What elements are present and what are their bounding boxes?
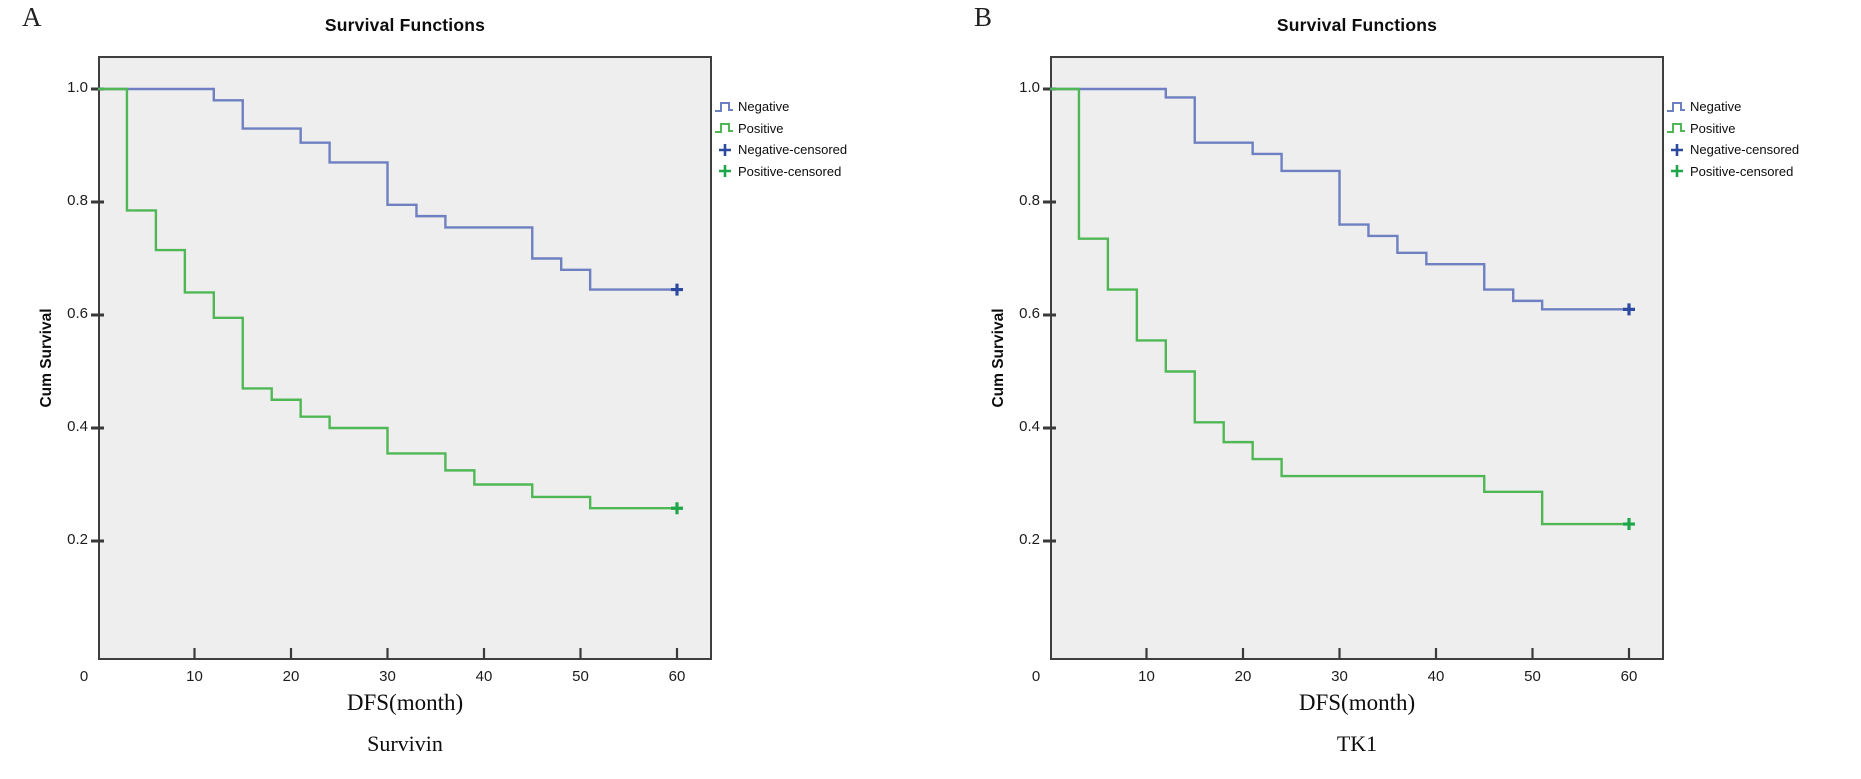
panel-label-a: A: [22, 2, 42, 32]
x-tick-label: 60: [668, 668, 686, 685]
step-line-icon: [715, 123, 733, 134]
x-tick-label: 30: [1331, 668, 1348, 685]
x-axis-title: DFS(month): [346, 690, 464, 715]
panel-tk1: B Survival Functions Cum Survival 0 10 20 3…: [952, 0, 1861, 779]
legend-item-positive: Positive: [715, 118, 847, 140]
panel-survivin: A Survival Functions Cum Survival 0 10 20 3…: [0, 0, 909, 779]
x-tick-label: 20: [282, 668, 300, 685]
y-tick-label: 1.0: [1019, 79, 1040, 96]
x-tick-label: 50: [572, 668, 589, 685]
plot-area: [1043, 56, 1664, 660]
x-tick-label: 0: [1031, 668, 1041, 685]
legend: Negative Positive Negative-censored Positiv…: [715, 96, 847, 182]
y-tick-label: 0.4: [67, 418, 88, 435]
y-axis-title: Cum Survival: [38, 308, 55, 408]
legend-label: Negative-censored: [1690, 142, 1800, 158]
step-line-icon: [715, 101, 733, 112]
x-axis-title: DFS(month): [1298, 690, 1416, 715]
panel-label-b: B: [974, 2, 993, 32]
censored-plus-icon: [719, 165, 731, 178]
censored-plus-icon: [719, 143, 731, 156]
legend-item-positive: Positive: [1667, 118, 1799, 140]
legend: Negative Positive Negative-censored Positiv…: [1667, 96, 1799, 182]
y-tick-label: 0.8: [67, 192, 88, 209]
legend-label: Negative: [738, 99, 790, 115]
x-tick-label: 10: [186, 668, 203, 685]
y-tick-label: 0.8: [1019, 192, 1040, 209]
censored-plus-icon: [1671, 165, 1683, 178]
positive-censored-mark: [671, 502, 683, 515]
step-line-icon: [1667, 123, 1685, 134]
censored-plus-icon: [1671, 143, 1683, 156]
y-tick-label: 1.0: [67, 79, 88, 96]
legend-label: Negative: [1690, 99, 1742, 115]
positive-survival-curve: [1050, 87, 1635, 526]
x-tick-label: 0: [79, 668, 89, 685]
positive-survival-curve: [98, 87, 683, 510]
y-tick-label: 0.2: [1019, 531, 1040, 548]
y-axis-title: Cum Survival: [990, 308, 1007, 408]
legend-item-negative-censored: Negative-censored: [1667, 139, 1799, 161]
x-tick-label: 40: [1427, 668, 1445, 685]
x-tick-label: 40: [475, 668, 493, 685]
x-tick-label: 50: [1524, 668, 1541, 685]
negative-survival-curve: [98, 87, 683, 291]
x-tick-label: 30: [379, 668, 396, 685]
plot-area: [91, 56, 712, 660]
x-tick-label: 10: [1138, 668, 1155, 685]
negative-censored-mark: [671, 283, 683, 296]
y-tick-label: 0.6: [1019, 305, 1040, 322]
legend-label: Positive-censored: [738, 163, 842, 179]
gene-label: TK1: [1336, 731, 1378, 756]
y-tick-label: 0.4: [1019, 418, 1040, 435]
y-tick-label: 0.6: [67, 305, 88, 322]
legend-item-negative: Negative: [1667, 96, 1799, 118]
legend-label: Positive-censored: [1690, 163, 1794, 179]
legend-item-positive-censored: Positive-censored: [715, 161, 847, 183]
legend-item-negative: Negative: [715, 96, 847, 118]
negative-censored-mark: [1623, 303, 1635, 316]
positive-censored-mark: [1623, 518, 1635, 531]
chart-title: Survival Functions: [1276, 15, 1438, 35]
negative-survival-curve: [1050, 87, 1635, 311]
legend-item-positive-censored: Positive-censored: [1667, 161, 1799, 183]
x-tick-label: 60: [1620, 668, 1638, 685]
legend-item-negative-censored: Negative-censored: [715, 139, 847, 161]
legend-label: Positive: [1690, 120, 1736, 136]
chart-title: Survival Functions: [324, 15, 486, 35]
x-tick-label: 20: [1234, 668, 1252, 685]
legend-label: Negative-censored: [738, 142, 848, 158]
gene-label: Survivin: [367, 731, 443, 756]
legend-label: Positive: [738, 120, 784, 136]
y-tick-label: 0.2: [67, 531, 88, 548]
step-line-icon: [1667, 101, 1685, 112]
